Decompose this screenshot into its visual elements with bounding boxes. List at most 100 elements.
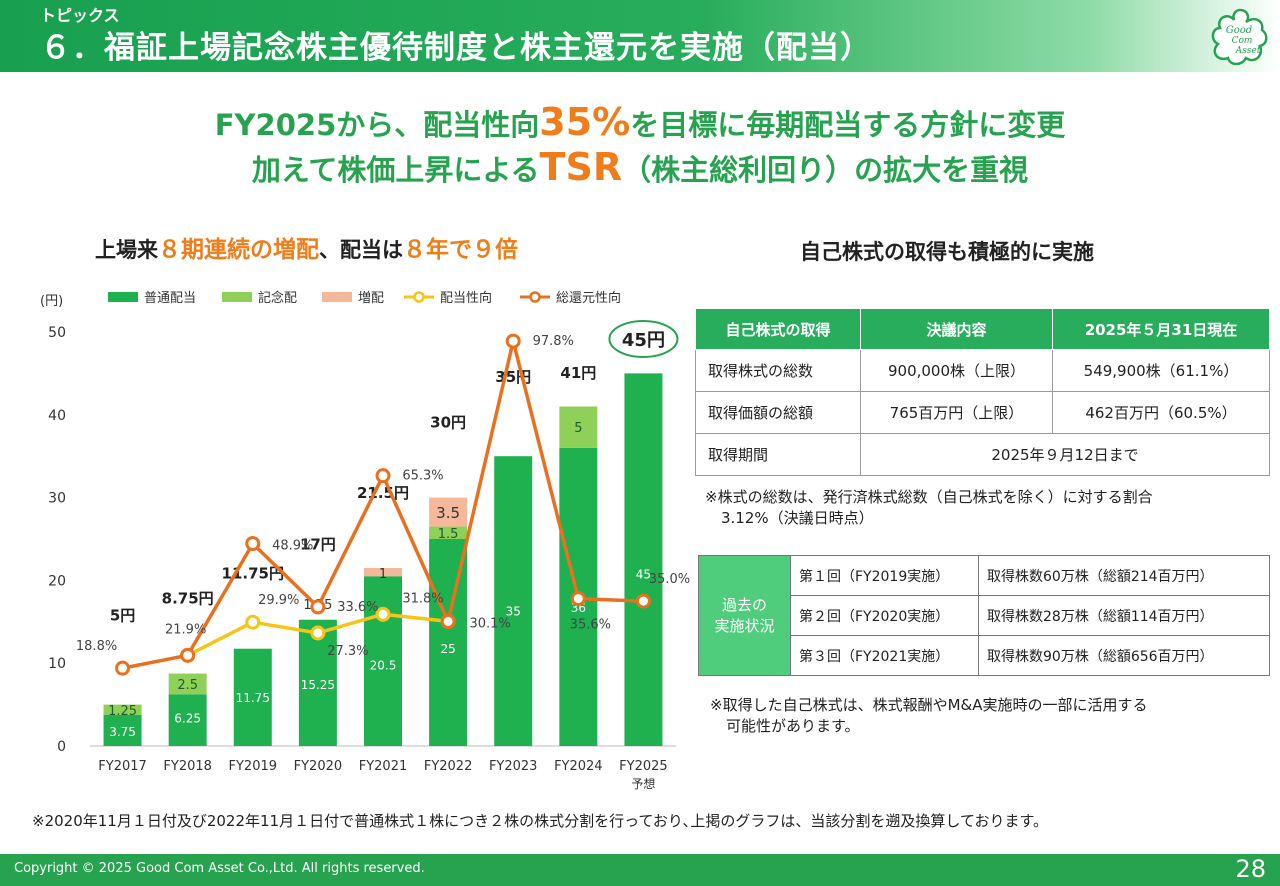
buyback-header-cell: 決議内容 [860, 308, 1053, 350]
footer-bar: Copyright © 2025 Good Com Asset Co.,Ltd.… [0, 854, 1280, 886]
headline-line1-emphasis: 35% [539, 100, 631, 144]
table-row: 取得株式の総数 900,000株（上限） 549,900株（61.1%） [695, 349, 1270, 392]
bar-total-label: 5円 [110, 607, 135, 625]
bar-regular [233, 648, 272, 746]
history-table: 過去の 実施状況 第１回（FY2019実施） 取得株数60万株（総額214百万円… [698, 555, 1270, 676]
bar-commemorative [103, 704, 142, 715]
legend-marker [413, 291, 425, 303]
dividend-subtitle: 上場来８期連続の増配、配当は８年で９倍 [95, 230, 518, 264]
legend-label: 増配 [358, 291, 384, 306]
legend-label: 記念配 [258, 290, 297, 306]
bar-value-label: 5 [574, 421, 582, 436]
legend-label: 普通配当 [144, 291, 196, 306]
y-axis-unit: (円) [40, 294, 63, 309]
table-cell: 549,900株（61.1%） [1052, 349, 1270, 392]
bar-regular [298, 619, 337, 746]
bar-value-label: 11.75 [236, 691, 270, 705]
bar-total-label: 30円 [430, 414, 466, 432]
table-cell: 765百万円（上限） [860, 391, 1053, 434]
y-tick-label: 50 [48, 325, 66, 341]
buyback-header-cell: 自己株式の取得 [695, 308, 861, 350]
table-cell: 取得株数60万株（総額214百万円） [978, 555, 1270, 596]
payout-ratio-point [245, 614, 261, 630]
legend-swatch [108, 292, 138, 302]
payout-ratio-label: 27.3% [327, 644, 368, 659]
total-return-ratio-point [180, 647, 196, 663]
bar-regular [103, 714, 142, 746]
dividend-subtitle-p2: ８期連続の増配 [158, 237, 319, 263]
x-tick-label: FY2020 [294, 759, 343, 774]
x-tick-label: FY2021 [359, 759, 408, 774]
svg-text:Asset: Asset [1235, 46, 1261, 56]
table-row: 第３回（FY2021実施） 取得株数90万株（総額656百万円） [699, 635, 1270, 676]
bar-value-label: 1.5 [438, 527, 459, 542]
bar-regular [624, 373, 663, 746]
y-tick-label: 20 [48, 573, 66, 589]
total-return-ratio-point [115, 660, 131, 676]
headline-line1: FY2025から、配当性向35%を目標に毎期配当する方針に変更 [0, 100, 1280, 144]
headline-line2: 加えて株価上昇によるTSR（株主総利回り）の拡大を重視 [0, 145, 1280, 189]
bar-value-label: 6.25 [174, 712, 201, 726]
x-tick-label: FY2017 [98, 759, 147, 774]
bar-commemorative [168, 673, 207, 695]
bar-total-label: 17円 [300, 536, 336, 554]
payout-ratio-label: 31.8% [402, 591, 443, 606]
buyback-note: ※株式の総数は、発行済株式総数（自己株式を除く）に対する割合 3.12%（決議日… [705, 487, 1153, 529]
headline-line2-a: 加えて株価上昇による [251, 153, 540, 187]
total-return-ratio-label: 65.3% [402, 469, 443, 484]
table-cell: 第２回（FY2020実施） [790, 595, 979, 636]
y-tick-label: 40 [48, 408, 66, 424]
table-cell: 取得価額の総額 [695, 391, 861, 434]
payout-ratio-point [375, 606, 391, 622]
x-tick-sublabel: 予想 [631, 776, 655, 791]
bar-commemorative [429, 526, 468, 539]
svg-text:Com: Com [1232, 36, 1253, 46]
payout-ratio-label: 29.9% [258, 593, 299, 608]
total-return-ratio-point [440, 613, 456, 629]
total-return-ratio-point [570, 591, 586, 607]
bar-total-label: 8.75円 [162, 590, 214, 608]
bar-value-label: 2.5 [177, 678, 198, 693]
bar-total-label: 21.5円 [357, 484, 409, 502]
bar-total-label: 45円 [622, 330, 665, 351]
y-tick-label: 0 [57, 739, 66, 755]
bar-increase [364, 567, 402, 577]
company-logo: Good Com Asset [1211, 8, 1268, 66]
bar-value-label: 1.25 [108, 704, 137, 719]
table-cell: 取得株数28万株（総額114百万円） [978, 595, 1270, 636]
headline-line1-b: を目標に毎期配当する方針に変更 [630, 108, 1066, 142]
stock-split-footnote: ※2020年11月１日付及び2022年11月１日付で普通株式１株につき２株の株式… [32, 812, 1048, 830]
bar-commemorative [559, 406, 598, 448]
copyright: Copyright © 2025 Good Com Asset Co.,Ltd.… [14, 861, 425, 876]
table-cell: 第３回（FY2021実施） [790, 635, 979, 676]
headline-line2-emphasis: TSR [539, 145, 623, 189]
total-return-ratio-label: 18.8% [76, 639, 117, 654]
bar-value-label: 15.25 [301, 678, 335, 692]
legend-marker [529, 291, 541, 303]
total-return-ratio-point [375, 468, 391, 484]
table-row: 第２回（FY2020実施） 取得株数28万株（総額114百万円） [699, 595, 1270, 636]
table-cell: 2025年９月12日まで [860, 433, 1270, 476]
headline-line2-b: （株主総利回り）の拡大を重視 [622, 153, 1029, 187]
table-cell: 462百万円（60.5%） [1052, 391, 1270, 434]
buyback-note-line: 3.12%（決議日時点） [721, 509, 874, 527]
svg-text:Good: Good [1226, 25, 1252, 36]
total-return-ratio-point [635, 593, 651, 609]
y-tick-label: 10 [48, 656, 66, 672]
bar-regular [364, 576, 402, 746]
table-cell: 取得期間 [695, 433, 861, 476]
usage-note-line: ※取得した自己株式は、株式報酬やM&A実施時の一部に活用する [710, 696, 1148, 714]
bar-total-label: 35円 [495, 368, 531, 386]
usage-note: ※取得した自己株式は、株式報酬やM&A実施時の一部に活用する 可能性があります。 [710, 695, 1147, 737]
total-return-ratio-label: 35.6% [570, 618, 611, 633]
legend-label: 総還元性向 [556, 290, 621, 306]
usage-note-line: 可能性があります。 [726, 717, 860, 735]
buyback-note-line: ※株式の総数は、発行済株式総数（自己株式を除く）に対する割合 [705, 488, 1153, 506]
legend-label: 配当性向 [440, 290, 492, 306]
section-tag: トピックス [40, 6, 120, 25]
x-tick-label: FY2018 [163, 759, 212, 774]
history-label: 過去の 実施状況 [698, 555, 791, 676]
table-row: 取得期間 2025年９月12日まで [695, 433, 1270, 476]
bar-value-label: 3.5 [436, 504, 460, 522]
payout-ratio-point [310, 625, 326, 641]
